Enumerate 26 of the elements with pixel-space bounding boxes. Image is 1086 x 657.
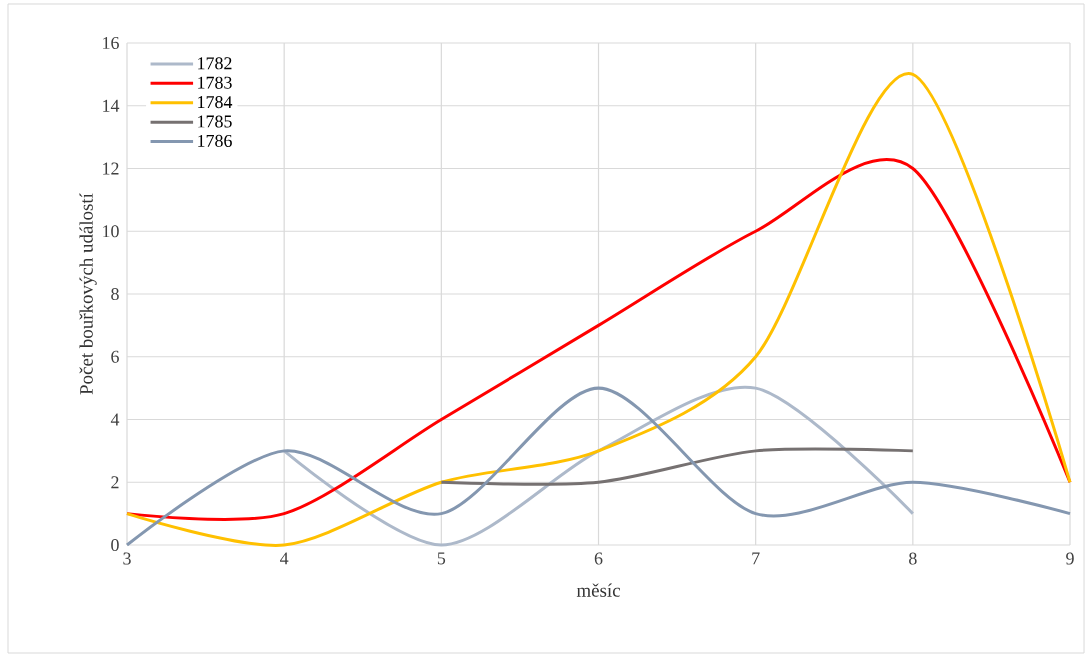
x-tick-label: 3 (123, 552, 131, 565)
x-tick-label: 5 (437, 552, 446, 565)
y-axis-title: Počet bouřkových událostí (79, 193, 97, 395)
y-tick-label: 14 (103, 99, 120, 112)
y-tick-label: 16 (103, 36, 119, 50)
x-tick-label: 7 (752, 552, 760, 565)
y-tick-label: 12 (103, 162, 119, 175)
y-tick-label: 10 (103, 225, 119, 238)
line-series (125, 72, 1072, 547)
legend-label: 1782 (198, 57, 232, 70)
y-tick-label: 8 (111, 287, 119, 301)
legend-label: 1786 (198, 134, 232, 147)
legend-label: 1784 (198, 96, 233, 109)
y-tick-label: 6 (111, 350, 119, 363)
x-axis-title: měsíc (576, 583, 620, 597)
y-tick-label: 0 (111, 538, 119, 552)
legend-label: 1785 (198, 115, 232, 128)
x-tick-label: 4 (280, 552, 289, 565)
y-tick-label: 2 (111, 476, 119, 489)
line-series (125, 386, 1072, 547)
line-series (282, 385, 915, 547)
x-tick-label: 6 (594, 552, 603, 565)
x-tick-label: 8 (909, 552, 917, 565)
legend-label: 1783 (198, 76, 232, 89)
x-tick-label: 9 (1066, 552, 1074, 565)
y-tick-label: 4 (110, 413, 120, 426)
